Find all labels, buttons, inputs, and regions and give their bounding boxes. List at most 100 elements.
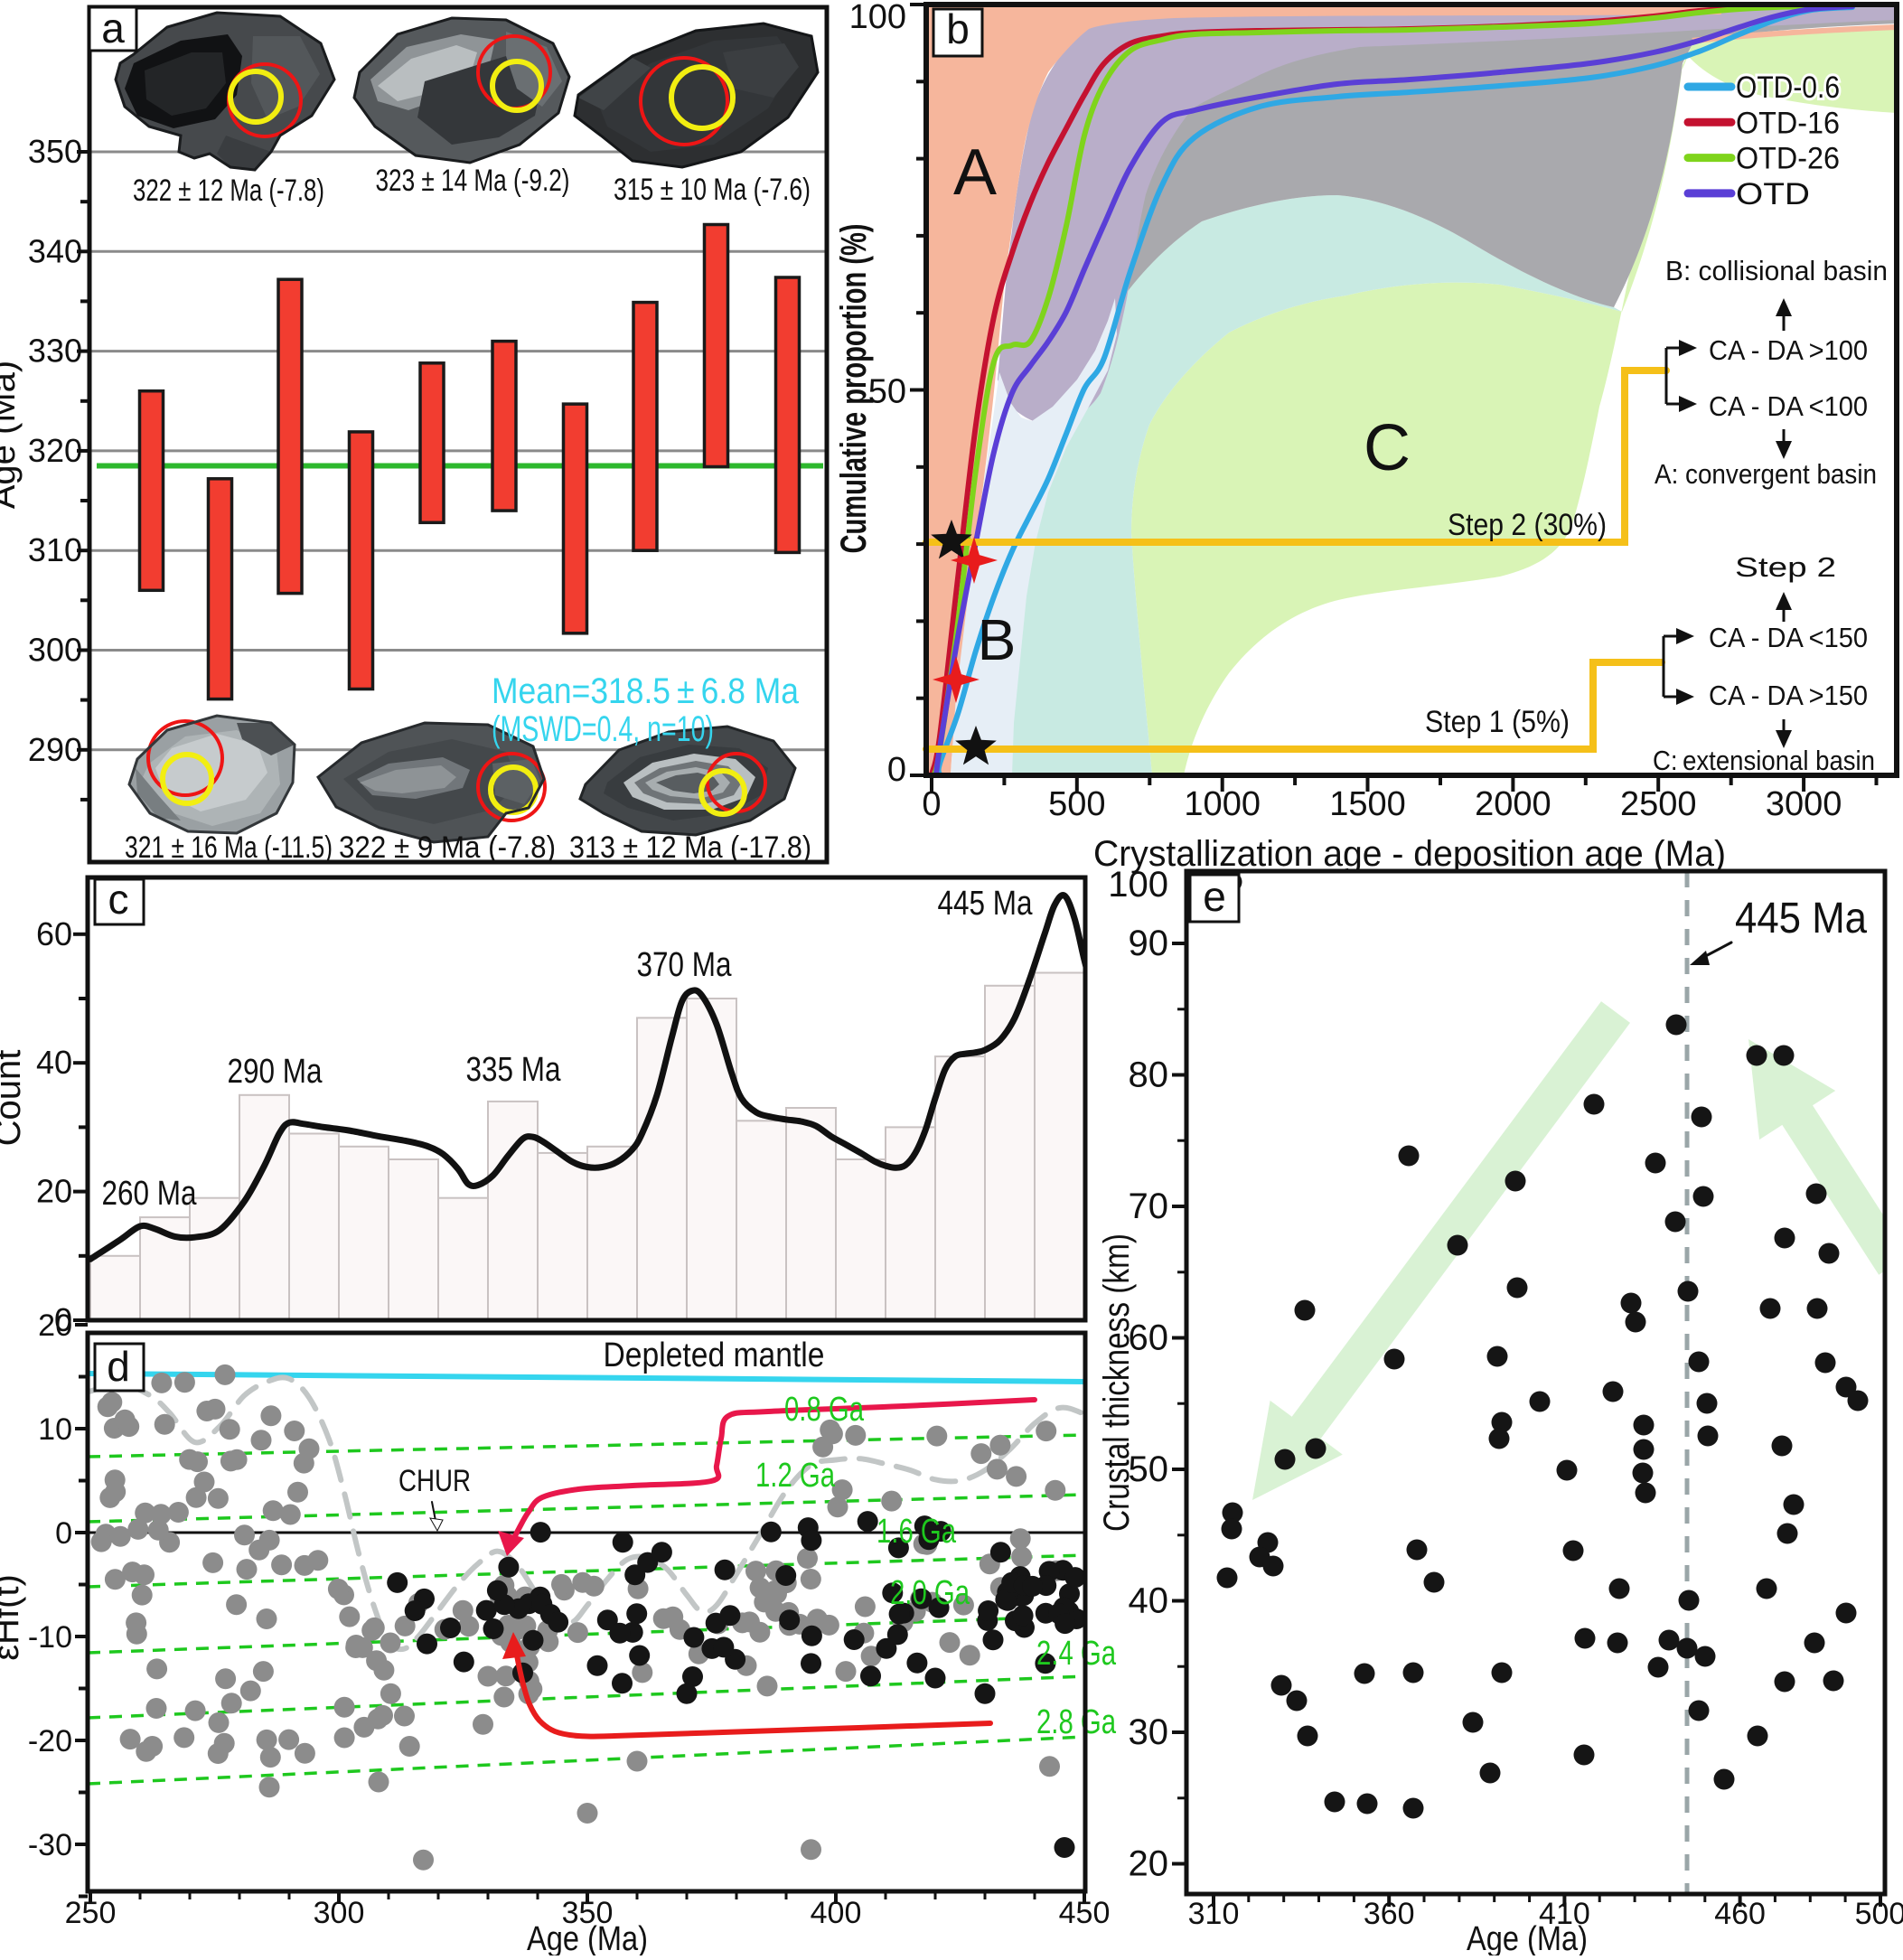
svg-text:370 Ma: 370 Ma bbox=[637, 946, 733, 984]
svg-text:60: 60 bbox=[36, 915, 72, 952]
svg-text:100: 100 bbox=[1108, 865, 1168, 905]
svg-text:1000: 1000 bbox=[1184, 785, 1261, 823]
svg-text:Age (Ma): Age (Ma) bbox=[527, 1920, 648, 1955]
svg-text:323 ± 14 Ma (-9.2): 323 ± 14 Ma (-9.2) bbox=[376, 164, 570, 198]
svg-text:350: 350 bbox=[562, 1896, 614, 1930]
svg-text:80: 80 bbox=[1129, 1055, 1169, 1095]
svg-text:322 ± 12 Ma (-7.8): 322 ± 12 Ma (-7.8) bbox=[133, 173, 324, 208]
svg-text:B: collisional basin: B: collisional basin bbox=[1665, 255, 1888, 286]
svg-text:2000: 2000 bbox=[1475, 785, 1551, 823]
svg-text:e: e bbox=[1203, 873, 1226, 920]
svg-text:-20: -20 bbox=[28, 1724, 72, 1758]
svg-text:1.6 Ga: 1.6 Ga bbox=[877, 1513, 957, 1551]
svg-text:0: 0 bbox=[922, 785, 941, 823]
svg-text:-10: -10 bbox=[28, 1620, 72, 1655]
svg-text:CA - DA >100: CA - DA >100 bbox=[1709, 334, 1868, 366]
svg-text:Step 2 (30%): Step 2 (30%) bbox=[1448, 508, 1607, 542]
svg-text:OTD: OTD bbox=[1736, 177, 1810, 211]
svg-text:460: 460 bbox=[1714, 1897, 1766, 1931]
svg-text:330: 330 bbox=[28, 333, 82, 370]
svg-text:OTD-26: OTD-26 bbox=[1736, 142, 1840, 176]
svg-text:250: 250 bbox=[65, 1896, 117, 1930]
svg-text:2500: 2500 bbox=[1620, 785, 1697, 823]
svg-text:20: 20 bbox=[1129, 1844, 1169, 1884]
svg-text:Step 1 (5%): Step 1 (5%) bbox=[1425, 705, 1570, 739]
svg-text:1.2 Ga: 1.2 Ga bbox=[755, 1457, 836, 1495]
svg-text:70: 70 bbox=[1129, 1186, 1169, 1226]
svg-text:1500: 1500 bbox=[1329, 785, 1406, 823]
svg-text:A: convergent basin: A: convergent basin bbox=[1655, 458, 1877, 490]
svg-text:340: 340 bbox=[28, 232, 82, 269]
svg-text:300: 300 bbox=[28, 632, 82, 669]
svg-text:2.4 Ga: 2.4 Ga bbox=[1036, 1635, 1117, 1673]
svg-text:(MSWD=0.4, n=10): (MSWD=0.4, n=10) bbox=[492, 709, 714, 749]
svg-text:400: 400 bbox=[811, 1896, 862, 1930]
svg-text:-30: -30 bbox=[28, 1828, 72, 1862]
svg-text:CA - DA <150: CA - DA <150 bbox=[1709, 622, 1868, 653]
svg-text:10: 10 bbox=[38, 1412, 72, 1447]
svg-text:OTD: OTD bbox=[1736, 177, 1810, 211]
svg-text:Count: Count bbox=[0, 1050, 28, 1147]
svg-text:Crystallization age - depositi: Crystallization age - deposition age (Ma… bbox=[1093, 834, 1726, 874]
svg-text:321 ± 16 Ma (-11.5): 321 ± 16 Ma (-11.5) bbox=[125, 830, 333, 865]
svg-text:300: 300 bbox=[314, 1896, 365, 1930]
svg-text:Age (Ma): Age (Ma) bbox=[0, 361, 23, 510]
svg-text:OTD-0.6: OTD-0.6 bbox=[1736, 70, 1840, 105]
svg-text:450: 450 bbox=[1059, 1896, 1111, 1930]
svg-text:Cumulative proportion (%): Cumulative proportion (%) bbox=[834, 224, 874, 554]
svg-text:350: 350 bbox=[28, 133, 82, 170]
svg-text:50: 50 bbox=[1129, 1449, 1169, 1489]
svg-text:0.8 Ga: 0.8 Ga bbox=[784, 1391, 865, 1429]
svg-text:445 Ma: 445 Ma bbox=[1735, 895, 1867, 942]
svg-text:A: A bbox=[953, 136, 997, 209]
svg-text:313 ± 12 Ma (-17.8): 313 ± 12 Ma (-17.8) bbox=[569, 830, 811, 865]
svg-text:410: 410 bbox=[1539, 1897, 1590, 1931]
svg-text:Mean=318.5 ± 6.8 Ma: Mean=318.5 ± 6.8 Ma bbox=[492, 671, 800, 711]
svg-text:60: 60 bbox=[1129, 1318, 1169, 1358]
svg-text:290: 290 bbox=[28, 731, 82, 768]
svg-text:445 Ma: 445 Ma bbox=[938, 885, 1034, 923]
svg-text:50: 50 bbox=[868, 373, 906, 411]
svg-text:40: 40 bbox=[36, 1044, 72, 1081]
svg-text:d: d bbox=[107, 1343, 130, 1390]
svg-text:40: 40 bbox=[1129, 1581, 1169, 1621]
svg-text:30: 30 bbox=[1129, 1712, 1169, 1752]
svg-text:500: 500 bbox=[1048, 785, 1105, 823]
svg-text:322 ± 9 Ma (-7.8): 322 ± 9 Ma (-7.8) bbox=[339, 830, 556, 865]
svg-text:310: 310 bbox=[1188, 1897, 1240, 1931]
svg-text:Age (Ma): Age (Ma) bbox=[1467, 1920, 1588, 1955]
svg-text:20: 20 bbox=[38, 1308, 72, 1343]
svg-text:OTD-16: OTD-16 bbox=[1736, 106, 1840, 140]
svg-text:310: 310 bbox=[28, 531, 82, 568]
svg-text:360: 360 bbox=[1364, 1897, 1415, 1931]
svg-text:B: B bbox=[978, 607, 1017, 672]
svg-text:335 Ma: 335 Ma bbox=[466, 1051, 562, 1089]
svg-text:0: 0 bbox=[54, 1301, 72, 1338]
svg-text:90: 90 bbox=[1129, 924, 1169, 963]
svg-text:CA - DA >150: CA - DA >150 bbox=[1709, 680, 1868, 711]
svg-text:3000: 3000 bbox=[1766, 785, 1842, 823]
svg-text:CHUR: CHUR bbox=[398, 1464, 471, 1498]
svg-text:Depleted mantle: Depleted mantle bbox=[604, 1336, 825, 1374]
svg-text:500: 500 bbox=[1855, 1897, 1903, 1931]
svg-text:OTD-16: OTD-16 bbox=[1736, 106, 1840, 140]
svg-text:290 Ma: 290 Ma bbox=[228, 1053, 323, 1091]
svg-text:b: b bbox=[946, 5, 970, 52]
svg-text:0: 0 bbox=[55, 1516, 72, 1551]
svg-text:OTD-26: OTD-26 bbox=[1736, 142, 1840, 176]
svg-text:OTD-0.6: OTD-0.6 bbox=[1736, 70, 1840, 105]
svg-text:100: 100 bbox=[849, 0, 906, 36]
svg-text:εHf(t): εHf(t) bbox=[0, 1574, 26, 1661]
svg-text:260 Ma: 260 Ma bbox=[102, 1175, 198, 1213]
svg-text:20: 20 bbox=[36, 1173, 72, 1210]
svg-text:320: 320 bbox=[28, 432, 82, 469]
svg-text:C: C bbox=[1364, 412, 1411, 484]
svg-text:2.8 Ga: 2.8 Ga bbox=[1036, 1703, 1117, 1741]
svg-text:315 ± 10 Ma (-7.6): 315 ± 10 Ma (-7.6) bbox=[614, 173, 811, 207]
svg-text:Crustal thickness (km): Crustal thickness (km) bbox=[1097, 1233, 1137, 1532]
svg-text:CA - DA <100: CA - DA <100 bbox=[1709, 390, 1868, 422]
svg-text:C: extensional basin: C: extensional basin bbox=[1653, 745, 1875, 776]
svg-text:2.0 Ga: 2.0 Ga bbox=[890, 1574, 970, 1612]
svg-text:a: a bbox=[101, 5, 125, 52]
svg-text:0: 0 bbox=[887, 751, 906, 789]
